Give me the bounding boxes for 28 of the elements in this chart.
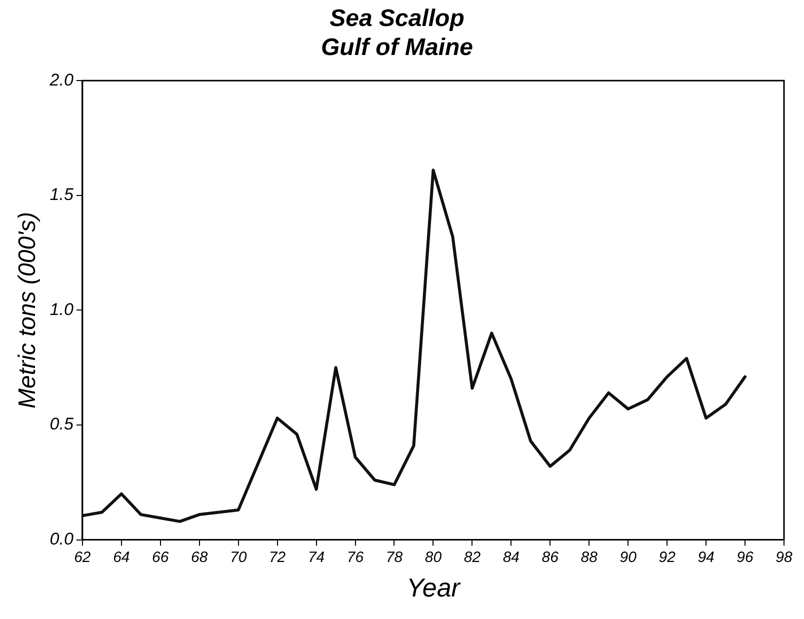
x-tick-label: 84 (502, 548, 520, 566)
x-tick-label: 94 (698, 548, 714, 566)
x-tick-label: 90 (620, 548, 638, 566)
x-tick-label: 86 (542, 548, 560, 566)
chart-subtitle: Gulf of Maine (321, 34, 473, 61)
x-tick-label: 68 (191, 548, 208, 566)
chart-title: Sea Scallop (330, 5, 464, 32)
x-tick-label: 62 (74, 548, 92, 566)
y-tick-label: 0.5 (50, 414, 74, 434)
x-tick-label: 78 (386, 548, 404, 566)
x-tick-label: 76 (346, 548, 364, 566)
x-axis-title: Year (406, 572, 462, 603)
x-tick-label: 92 (658, 548, 676, 566)
y-tick-label: 0.0 (50, 530, 74, 549)
x-tick-label: 80 (424, 548, 442, 566)
x-tick-label: 64 (113, 548, 130, 566)
x-tick-label: 70 (230, 548, 248, 566)
y-tick-label: 1.5 (50, 185, 74, 204)
x-tick-label: 98 (776, 548, 793, 566)
x-tick-label: 96 (736, 548, 754, 566)
x-tick-label: 72 (268, 548, 286, 566)
x-tick-label: 66 (152, 548, 170, 566)
y-tick-label: 2.0 (48, 70, 74, 90)
x-tick-label: 82 (464, 548, 482, 566)
y-tick-label: 1.0 (50, 300, 74, 319)
y-axis-title: Metric tons (000's) (14, 212, 42, 409)
x-tick-label: 74 (308, 548, 325, 566)
x-tick-label: 88 (580, 548, 598, 566)
